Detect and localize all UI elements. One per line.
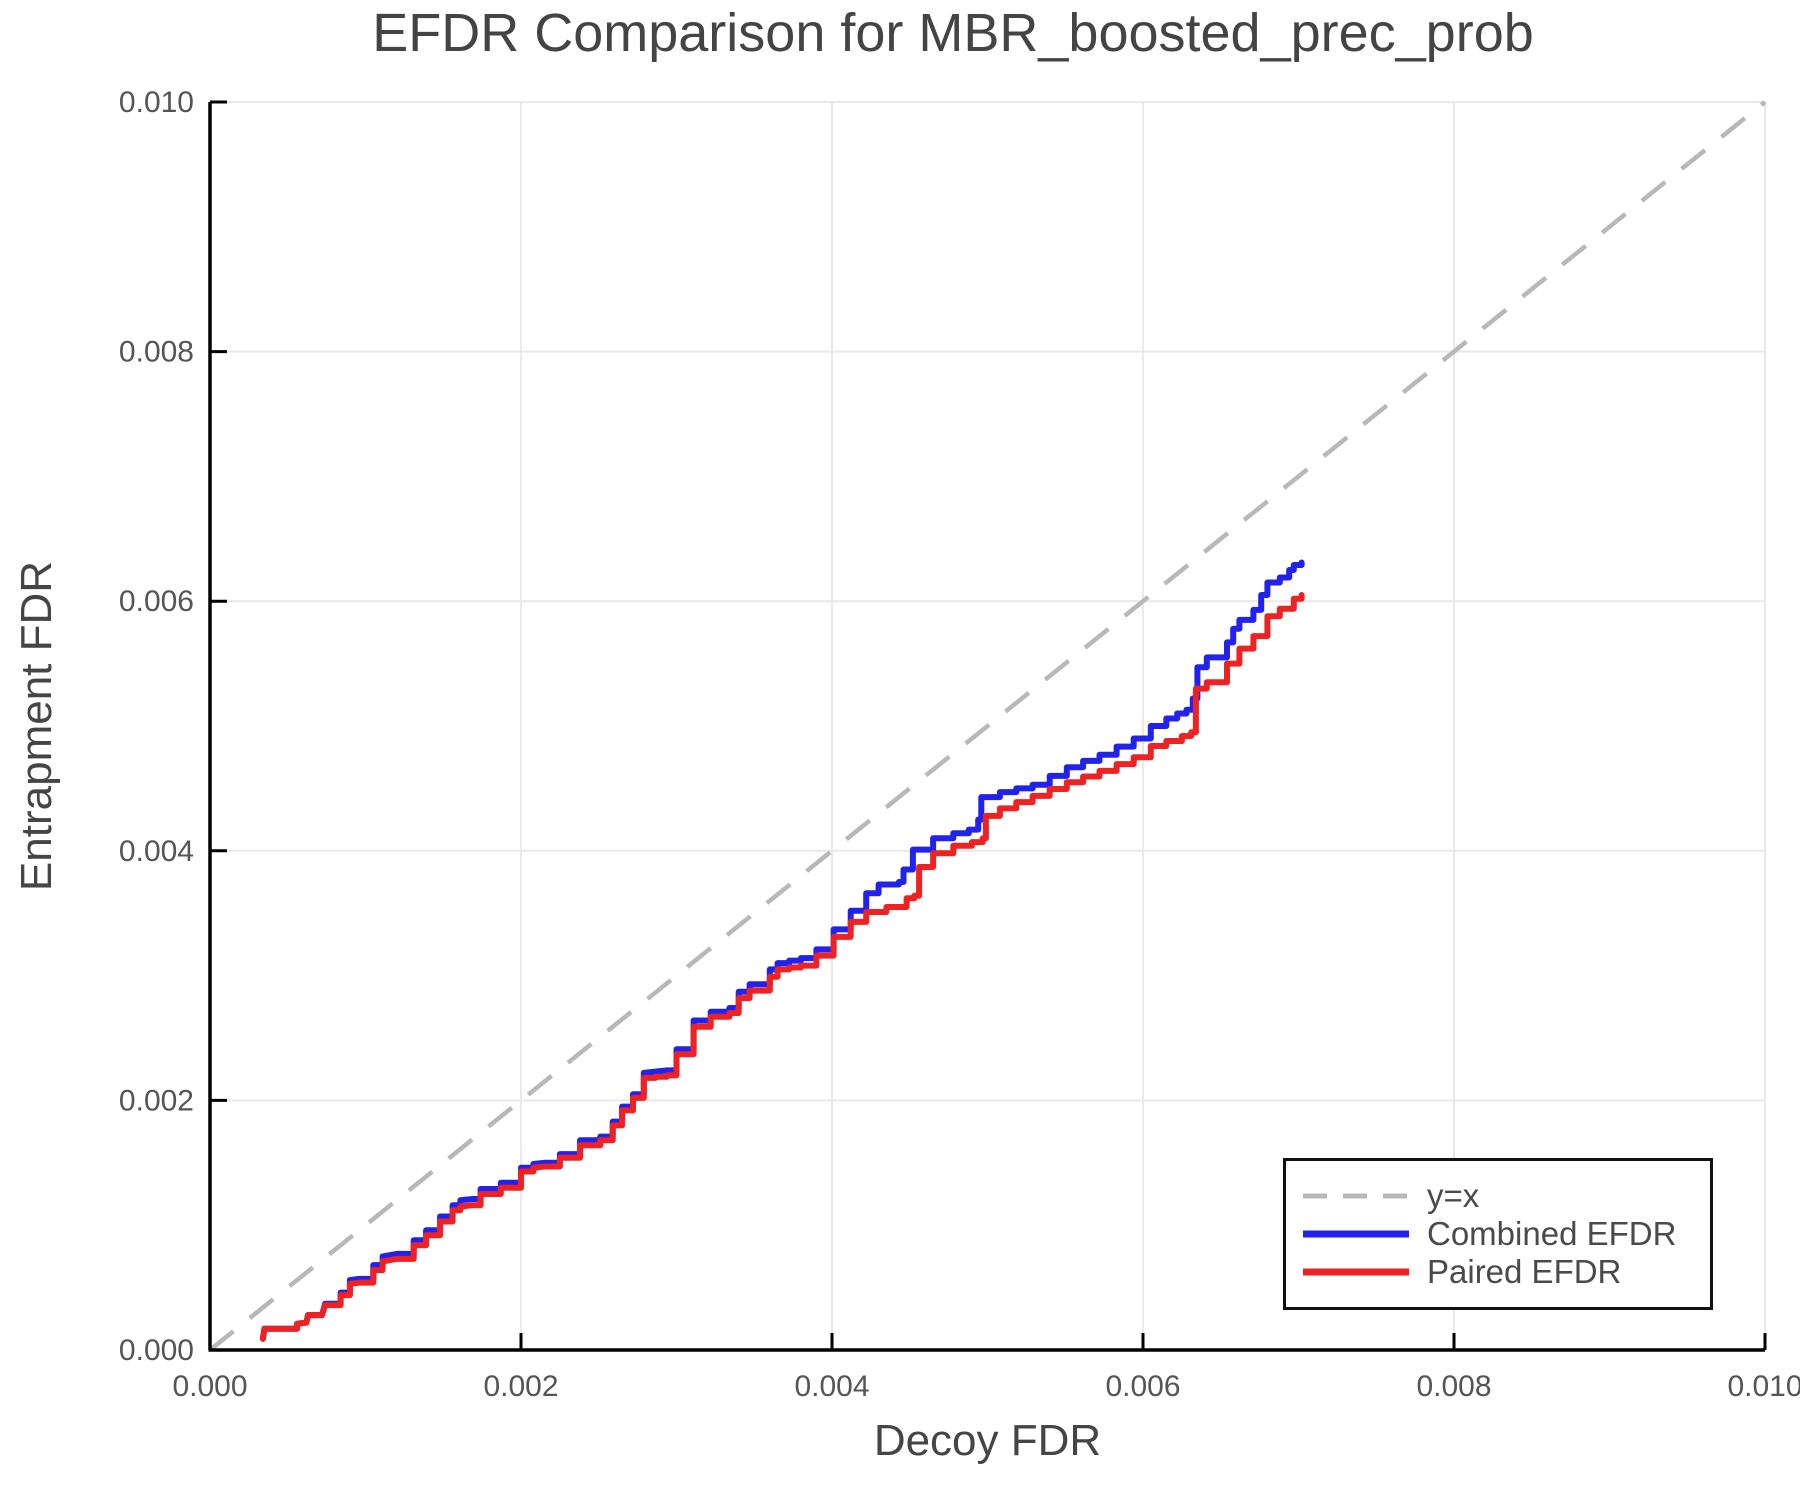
legend-label: Paired EFDR: [1427, 1253, 1622, 1290]
legend-label: Combined EFDR: [1427, 1215, 1677, 1252]
legend-item: Paired EFDR: [1301, 1253, 1710, 1291]
legend: y=x Combined EFDR Paired EFDR: [1283, 1158, 1713, 1310]
combined-efdr-line: [259, 559, 1305, 1342]
y-tick-label: 0.006: [119, 585, 194, 618]
y-tick-label: 0.010: [119, 86, 194, 119]
x-tick-label: 0.000: [172, 1370, 247, 1403]
chart-title: EFDR Comparison for MBR_boosted_prec_pro…: [372, 3, 1534, 63]
legend-item: Combined EFDR: [1301, 1215, 1710, 1253]
x-tick-label: 0.010: [1727, 1370, 1800, 1403]
legend-line-swatch: [1303, 1230, 1409, 1238]
y-tick-label: 0.004: [119, 835, 194, 868]
legend-item: y=x: [1301, 1177, 1710, 1215]
y-tick-label: 0.000: [119, 1334, 194, 1367]
x-axis-label: Decoy FDR: [873, 1416, 1102, 1465]
x-tick-label: 0.002: [483, 1370, 558, 1403]
x-tick-label: 0.008: [1416, 1370, 1491, 1403]
y-axis-label: Entrapment FDR: [12, 560, 61, 892]
legend-dashed-line-swatch: [1303, 1193, 1409, 1199]
identity-line: [208, 100, 1767, 1352]
legend-line-swatch: [1303, 1268, 1409, 1276]
y-tick-label: 0.002: [119, 1084, 194, 1117]
x-tick-label: 0.006: [1105, 1370, 1180, 1403]
y-tick-label: 0.008: [119, 336, 194, 369]
paired-efdr-line: [259, 592, 1305, 1342]
legend-label: y=x: [1427, 1177, 1480, 1214]
x-tick-label: 0.004: [794, 1370, 869, 1403]
